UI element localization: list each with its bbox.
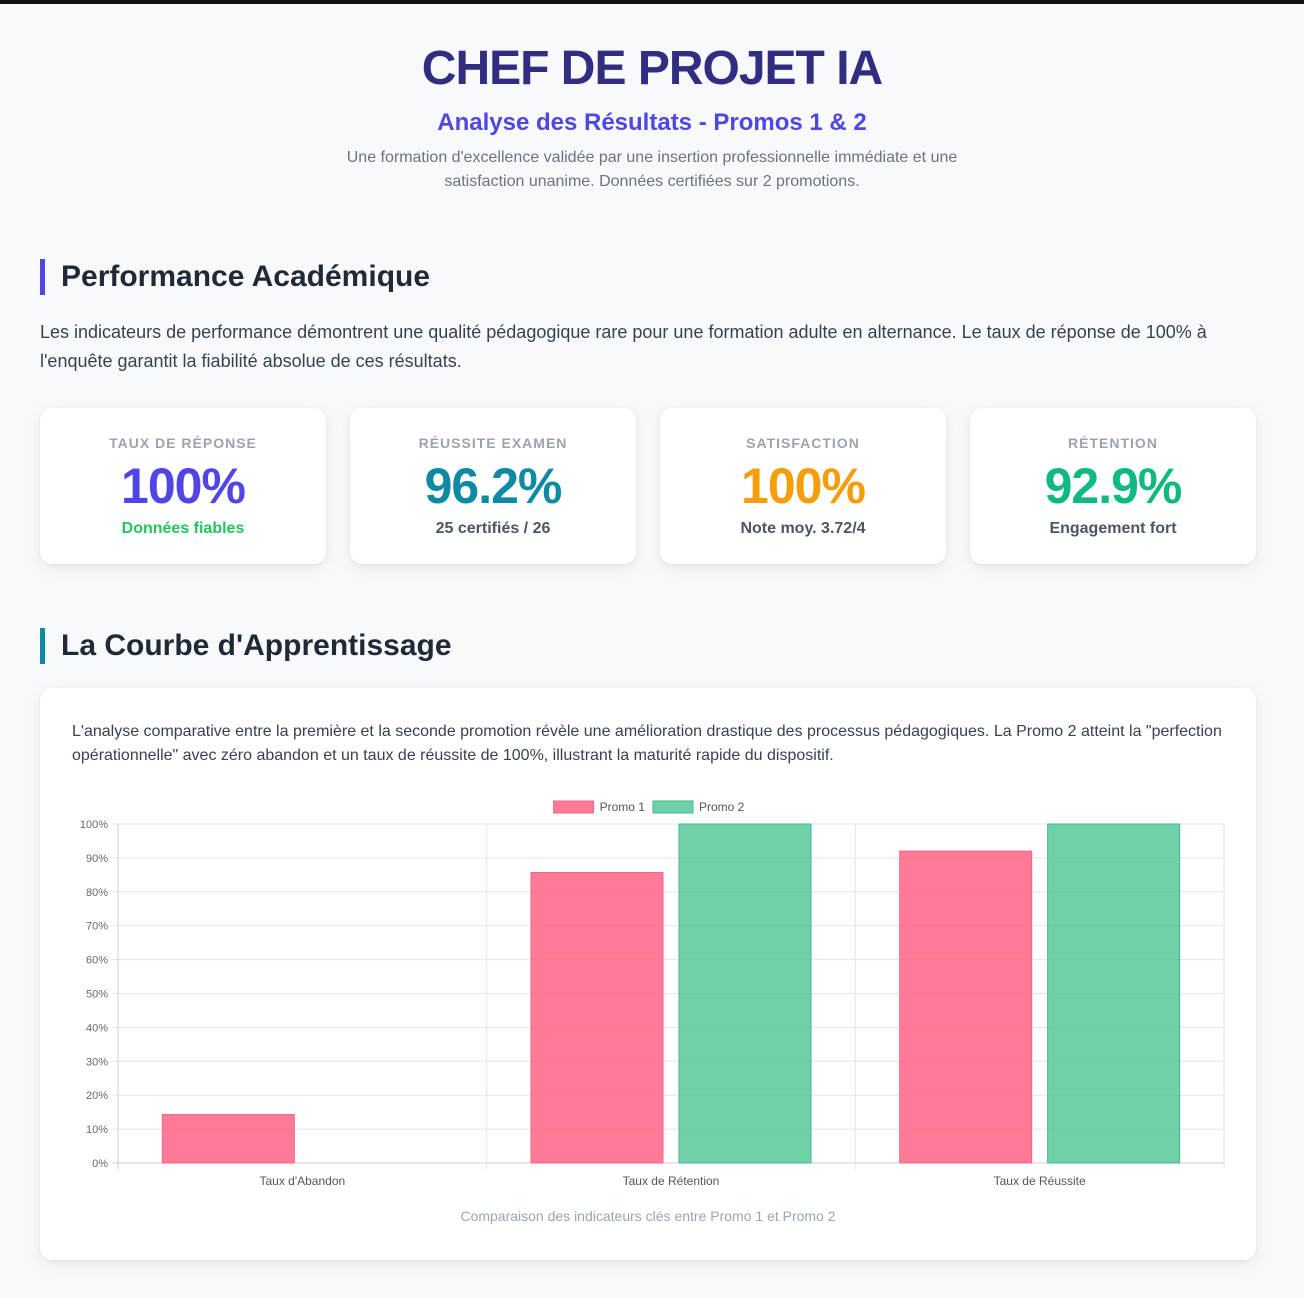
kpi-subtext: Note moy. 3.72/4 (740, 520, 866, 537)
y-tick-label: 20% (86, 1090, 108, 1102)
kpi-value: 96.2% (424, 458, 563, 514)
y-tick-label: 70% (86, 921, 108, 933)
kpi-card-reussite-examen: RÉUSSITE EXAMEN 96.2% 25 certifiés / 26 (350, 408, 636, 564)
y-tick-label: 90% (86, 853, 108, 865)
y-tick-label: 80% (86, 887, 108, 899)
chart-description: L'analyse comparative entre la première … (72, 723, 1222, 764)
y-tick-label: 50% (86, 989, 108, 1001)
bar-promo-1 (530, 871, 664, 1164)
kpi-value: 92.9% (1044, 458, 1183, 514)
bar-promo-1 (899, 850, 1033, 1164)
hero-header: CHEF DE PROJET IA Analyse des Résultats … (0, 40, 1304, 194)
kpi-card-taux-reponse: TAUX DE RÉPONSE 100% Données fiables (40, 408, 326, 564)
bar-promo-2 (1047, 823, 1181, 1164)
top-bar (0, 0, 1304, 4)
x-tick-label: Taux d'Abandon (259, 1174, 345, 1188)
chart-caption: Comparaison des indicateurs clés entre P… (460, 1208, 836, 1224)
page-subtitle: Analyse des Résultats - Promos 1 & 2 (437, 109, 867, 136)
kpi-label: SATISFACTION (746, 435, 860, 451)
y-tick-label: 100% (80, 819, 108, 831)
kpi-card-retention: RÉTENTION 92.9% Engagement fort (970, 408, 1256, 564)
kpi-value: 100% (121, 458, 246, 514)
kpi-label: RÉUSSITE EXAMEN (418, 435, 568, 451)
y-tick-label: 60% (86, 955, 108, 967)
kpi-label: RÉTENTION (1068, 435, 1158, 451)
bar-promo-1 (161, 1114, 295, 1164)
legend-label: Promo 2 (699, 800, 745, 814)
chart-card: L'analyse comparative entre la première … (40, 688, 1256, 1260)
kpi-subtext: Données fiables (121, 520, 245, 537)
y-tick-label: 30% (86, 1056, 108, 1068)
y-tick-label: 0% (92, 1158, 108, 1170)
bar-promo-2 (678, 823, 812, 1164)
y-tick-label: 40% (86, 1022, 108, 1034)
legend-label: Promo 1 (600, 800, 646, 814)
page-title: CHEF DE PROJET IA (421, 42, 883, 95)
y-tick-label: 10% (86, 1124, 108, 1136)
kpi-label: TAUX DE RÉPONSE (109, 435, 257, 451)
kpi-subtext: Engagement fort (1049, 520, 1177, 537)
kpi-card-satisfaction: SATISFACTION 100% Note moy. 3.72/4 (660, 408, 946, 564)
page-description: Une formation d'excellence validée par u… (346, 149, 958, 190)
section-title-performance: Performance Académique (40, 259, 430, 295)
kpi-subtext: 25 certifiés / 26 (435, 520, 551, 537)
kpi-grid: TAUX DE RÉPONSE 100% Données fiables RÉU… (40, 408, 1256, 564)
x-tick-label: Taux de Réussite (994, 1174, 1086, 1188)
section-title-learning-curve: La Courbe d'Apprentissage (40, 628, 452, 664)
kpi-value: 100% (741, 458, 866, 514)
performance-intro: Les indicateurs de performance démontren… (40, 322, 1207, 371)
legend-swatch (553, 800, 595, 814)
legend-swatch (652, 800, 694, 814)
bar-chart: 0% 10% 20% 30% 40% 50% 60% 70% 80% 90% 100% Taux d'… (80, 800, 1225, 1188)
x-tick-label: Taux de Rétention (623, 1174, 720, 1188)
